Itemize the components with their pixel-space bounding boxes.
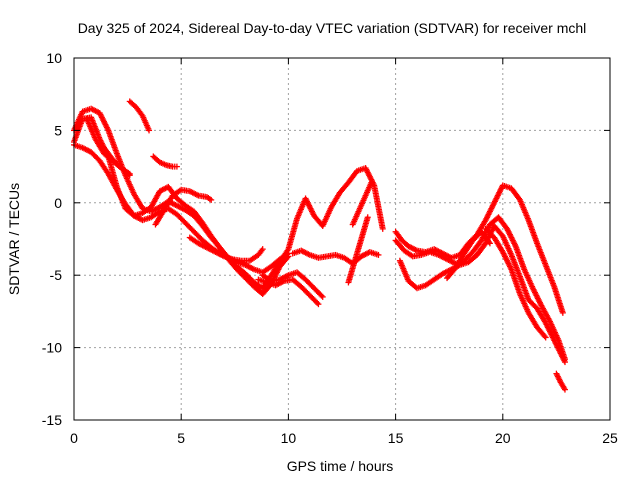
series-track-9 bbox=[186, 234, 266, 264]
data-point bbox=[259, 246, 266, 253]
axis-ticks bbox=[73, 57, 611, 421]
y-tick-label: 5 bbox=[54, 122, 62, 138]
series-track-17 bbox=[396, 222, 568, 366]
x-tick-label: 0 bbox=[70, 430, 78, 446]
y-axis-label: SDTVAR / TECUs bbox=[6, 183, 22, 295]
data-point bbox=[561, 359, 568, 366]
series-track-6 bbox=[126, 98, 153, 134]
data-point bbox=[315, 301, 322, 308]
y-tick-label: -10 bbox=[42, 340, 62, 356]
series-track-12 bbox=[289, 247, 382, 267]
series-track-20 bbox=[553, 370, 568, 393]
x-tick-labels: 0 5 10 15 20 25 bbox=[70, 430, 618, 446]
data-point bbox=[208, 196, 215, 203]
data-point bbox=[319, 293, 326, 300]
data-point bbox=[146, 127, 153, 134]
x-axis-label: GPS time / hours bbox=[287, 458, 394, 474]
series-track-11 bbox=[255, 276, 322, 308]
data-point bbox=[173, 163, 180, 170]
series-track-15 bbox=[392, 182, 566, 316]
data-point bbox=[126, 172, 133, 179]
data-point bbox=[379, 225, 386, 232]
series-track-5 bbox=[101, 144, 133, 179]
chart-title: Day 325 of 2024, Sidereal Day-to-day VTE… bbox=[78, 20, 587, 36]
x-tick-label: 25 bbox=[602, 430, 618, 446]
series-track-18 bbox=[444, 228, 493, 282]
series-track-1 bbox=[71, 114, 386, 292]
data-point bbox=[561, 386, 568, 393]
x-tick-label: 15 bbox=[388, 430, 404, 446]
y-tick-label: -5 bbox=[50, 267, 63, 283]
series-track-16 bbox=[392, 214, 568, 363]
data-point bbox=[559, 309, 566, 316]
plot-frame bbox=[73, 57, 611, 421]
series-track-8 bbox=[152, 186, 215, 228]
data-point bbox=[369, 178, 376, 185]
series-track-19 bbox=[482, 225, 549, 341]
x-tick-label: 5 bbox=[177, 430, 185, 446]
y-tick-labels: -15 -10 -5 0 5 10 bbox=[42, 50, 62, 428]
series-track-13 bbox=[345, 214, 371, 286]
series-track-7 bbox=[150, 153, 180, 170]
y-tick-label: -15 bbox=[42, 412, 62, 428]
data-points bbox=[71, 98, 568, 393]
x-tick-label: 10 bbox=[281, 430, 297, 446]
data-point bbox=[375, 251, 382, 258]
series-track-14 bbox=[349, 178, 376, 228]
data-point bbox=[364, 214, 371, 221]
data-point bbox=[542, 334, 549, 341]
grid-lines bbox=[74, 58, 610, 420]
x-tick-label: 20 bbox=[495, 430, 511, 446]
y-tick-label: 0 bbox=[54, 195, 62, 211]
data-point bbox=[486, 240, 493, 247]
y-tick-label: 10 bbox=[46, 50, 62, 66]
